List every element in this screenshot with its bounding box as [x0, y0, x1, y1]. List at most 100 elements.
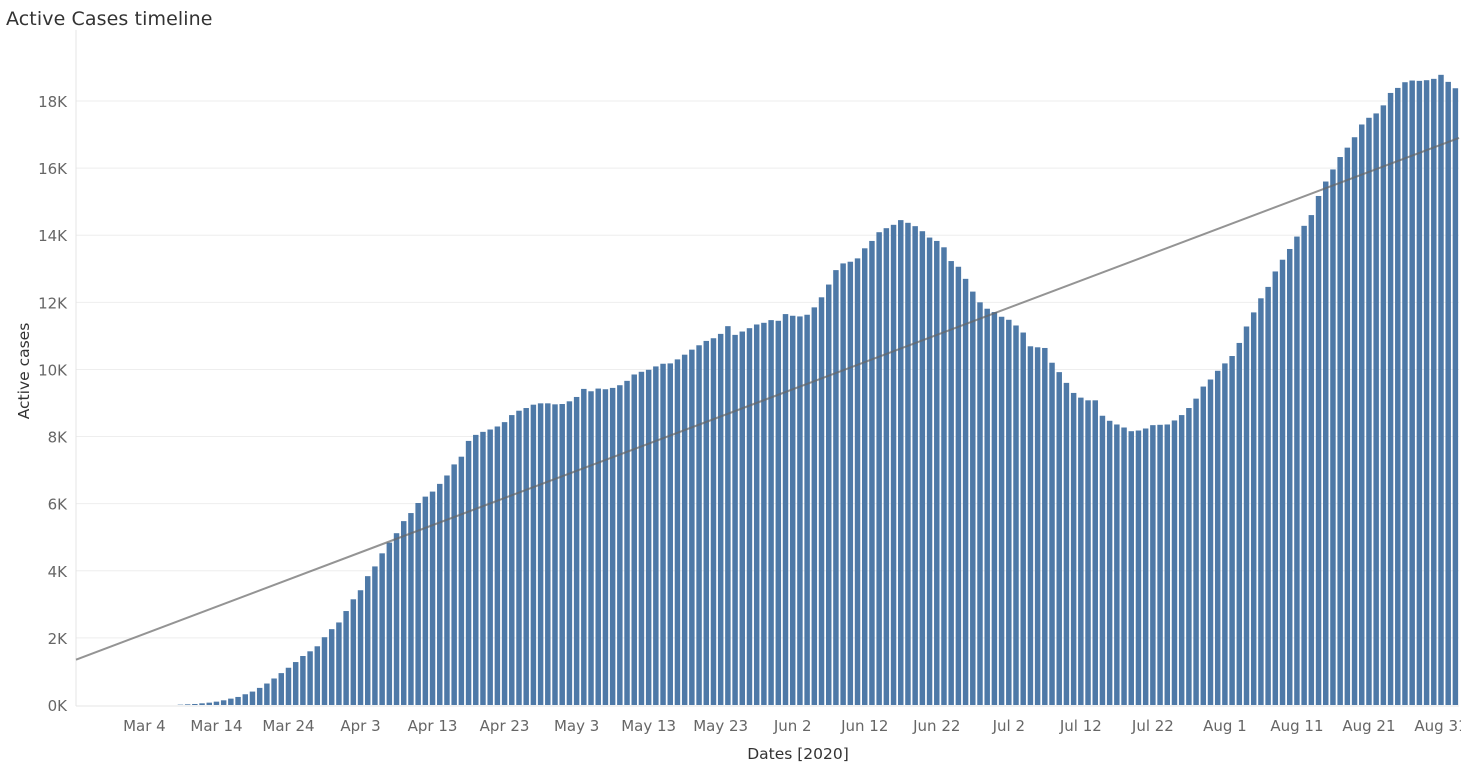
- bar: [862, 248, 867, 705]
- bar: [1020, 333, 1025, 705]
- bar: [790, 316, 795, 705]
- x-tick-label: Mar 4: [123, 717, 166, 735]
- bar: [747, 328, 752, 705]
- bar: [1294, 237, 1299, 705]
- bar: [595, 389, 600, 705]
- bar: [1229, 356, 1234, 705]
- y-tick-label: 6K: [48, 496, 69, 514]
- bar: [394, 533, 399, 705]
- bar: [848, 262, 853, 705]
- bar: [912, 226, 917, 705]
- bar: [1273, 271, 1278, 705]
- bar: [754, 324, 759, 705]
- bar: [221, 700, 226, 705]
- bars-group: [178, 75, 1458, 705]
- x-tick-label: Apr 3: [340, 717, 380, 735]
- bar: [365, 576, 370, 705]
- bar: [588, 391, 593, 705]
- bar: [1388, 93, 1393, 705]
- bar: [934, 241, 939, 705]
- bar: [783, 314, 788, 705]
- bar: [372, 566, 377, 705]
- bar: [444, 475, 449, 705]
- bar: [833, 270, 838, 705]
- bar: [459, 457, 464, 705]
- bar: [1028, 346, 1033, 705]
- bar: [761, 323, 766, 705]
- bar: [1345, 148, 1350, 705]
- bar: [1244, 326, 1249, 705]
- y-tick-label: 8K: [48, 429, 69, 447]
- bar: [1352, 137, 1357, 705]
- bar: [545, 403, 550, 705]
- bar: [1165, 424, 1170, 705]
- bar: [1265, 287, 1270, 705]
- bar: [1035, 347, 1040, 705]
- x-tick-label: Jun 22: [912, 717, 960, 735]
- x-tick-label: Aug 31: [1414, 717, 1461, 735]
- bar: [718, 334, 723, 705]
- x-tick-label: Mar 14: [190, 717, 242, 735]
- bar: [451, 464, 456, 705]
- x-axis-title: Dates [2020]: [747, 745, 849, 763]
- bar: [250, 692, 255, 705]
- bar: [812, 307, 817, 705]
- bar: [804, 315, 809, 705]
- bar: [1013, 325, 1018, 705]
- bar: [1373, 113, 1378, 705]
- bar: [1431, 79, 1436, 705]
- bar: [970, 292, 975, 705]
- bar: [840, 263, 845, 705]
- bar: [732, 335, 737, 705]
- x-tick-label: May 23: [693, 717, 748, 735]
- bar: [776, 321, 781, 705]
- bar: [1316, 196, 1321, 705]
- bar: [1215, 371, 1220, 705]
- bar: [300, 656, 305, 705]
- bar: [1049, 363, 1054, 705]
- bar: [1301, 226, 1306, 705]
- bar: [214, 702, 219, 705]
- bar: [617, 385, 622, 705]
- bar: [1309, 215, 1314, 705]
- bar: [653, 366, 658, 705]
- bar: [1208, 380, 1213, 705]
- chart-title: Active Cases timeline: [6, 8, 213, 30]
- bar: [1366, 118, 1371, 705]
- bar: [466, 441, 471, 705]
- bar: [207, 703, 212, 705]
- bar: [1172, 420, 1177, 705]
- bar: [1445, 82, 1450, 705]
- bar: [646, 370, 651, 705]
- bar: [1453, 88, 1458, 705]
- bar: [552, 404, 557, 705]
- y-tick-label: 4K: [48, 563, 69, 581]
- bar: [1201, 387, 1206, 705]
- bar: [956, 267, 961, 705]
- bar: [1280, 260, 1285, 705]
- bar: [920, 231, 925, 705]
- bar: [1193, 399, 1198, 705]
- bar: [279, 673, 284, 705]
- bar: [1093, 400, 1098, 705]
- bar: [740, 332, 745, 705]
- bar: [660, 364, 665, 705]
- bar: [768, 320, 773, 705]
- bar: [826, 285, 831, 705]
- bar: [632, 374, 637, 705]
- x-tick-label: Jun 2: [773, 717, 812, 735]
- bar: [1330, 169, 1335, 705]
- bar: [185, 704, 190, 705]
- bar: [531, 405, 536, 705]
- y-tick-label: 18K: [38, 93, 68, 111]
- x-tick-label: May 13: [621, 717, 676, 735]
- bar: [581, 389, 586, 705]
- bar: [243, 694, 248, 705]
- bar: [711, 338, 716, 705]
- bar: [480, 432, 485, 705]
- bar: [358, 590, 363, 705]
- bar: [1129, 431, 1134, 705]
- bar: [523, 408, 528, 705]
- bar: [257, 688, 262, 705]
